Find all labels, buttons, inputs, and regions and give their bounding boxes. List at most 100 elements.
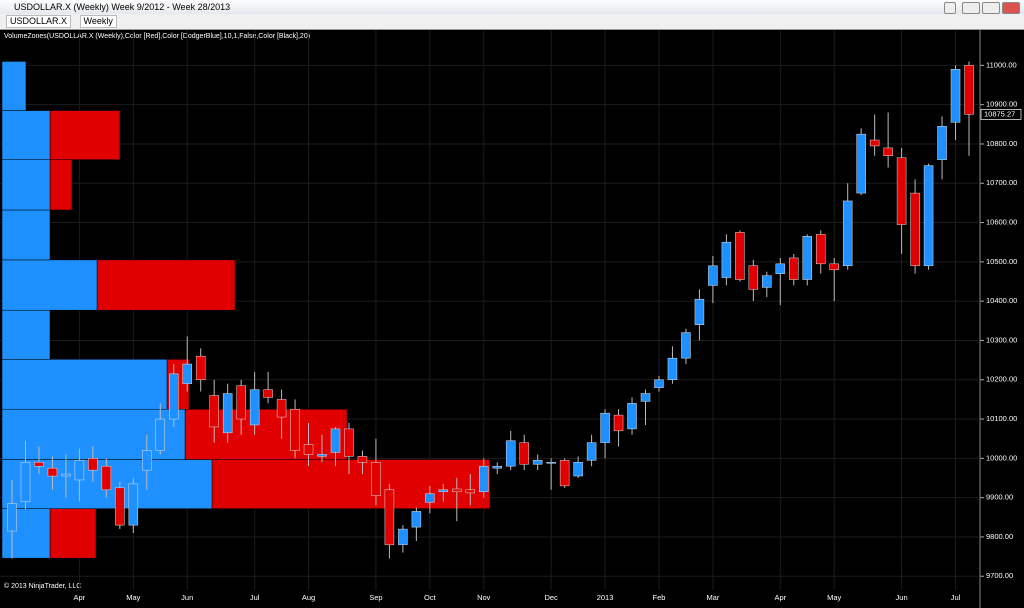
y-tick-label: 10400.00 [986,296,1017,305]
y-tick-label: 10300.00 [986,335,1017,344]
x-tick-label: Oct [424,593,437,602]
candle-body [479,465,489,493]
candle-body [425,493,435,503]
candle-body [923,165,934,267]
candle-body [815,234,826,265]
y-tick-label: 10500.00 [986,257,1017,266]
zone-down-volume [211,459,491,509]
x-tick-label: Jul [951,593,961,602]
candle-body [384,489,395,546]
y-tick-label: 10900.00 [986,100,1017,109]
zone-up-volume [1,359,168,410]
toolbar: USDOLLAR.X Weekly [0,14,1024,30]
last-price-box [980,109,1022,120]
maximize[interactable] [982,2,1000,14]
y-tick-label: 10800.00 [986,139,1017,148]
zone-up-volume [1,110,51,160]
candle-body [222,393,233,434]
candle-body [869,139,880,147]
zone-down-volume [49,110,121,160]
candle-body [883,147,893,157]
zone-down-volume [49,508,97,559]
candle-body [47,467,58,477]
zone-up-volume [1,408,186,460]
candle-body [452,488,462,493]
candle-body [842,200,853,267]
candle-body [829,263,839,270]
x-tick-label: Aug [302,593,315,602]
candle-body [411,511,422,528]
minimize[interactable] [962,2,980,14]
candle-body [34,462,44,467]
interval-select[interactable]: Weekly [79,15,117,28]
candle-body [276,399,287,418]
x-tick-label: Jun [181,593,193,602]
candle-body [573,462,583,477]
zone-up-volume [1,259,98,311]
chart: VolumeZones(USDOLLAR.X (Weekly),Color [R… [0,30,1024,608]
zone-up-volume [1,159,51,211]
candle-body [896,157,907,225]
candle-body [519,442,529,465]
candle-body [236,385,246,420]
y-tick-label: 9800.00 [986,532,1013,541]
candle-body [546,462,556,464]
candle-body [492,465,502,469]
candle-body [708,265,718,286]
candle-body [950,69,961,123]
candle-body [88,458,98,471]
indicator-label: VolumeZones(USDOLLAR.X (Weekly),Color [R… [4,33,310,40]
candle-body [789,257,799,280]
candle-body [438,489,449,493]
candle-body [142,450,152,471]
candle-body [128,483,139,526]
candle-body [735,232,745,280]
candle-body [856,133,866,194]
candle-body [721,241,732,278]
candle-body [964,65,974,115]
y-tick-label: 10200.00 [986,375,1017,384]
candle-body [74,460,85,481]
symbol-select[interactable]: USDOLLAR.X [6,15,72,28]
candle-body [600,412,610,443]
candle-body [762,275,772,288]
x-tick-label: May [126,593,140,602]
y-tick-label: 11000.00 [986,60,1017,69]
candle-body [559,460,570,487]
y-tick-label: 10000.00 [986,453,1017,462]
zone-up-volume [1,309,51,360]
candle-body [344,428,354,457]
close[interactable] [1002,2,1020,14]
candle-body [182,363,192,384]
zone-down-volume [49,159,73,211]
candle-body [640,393,651,402]
candle-body [61,473,71,477]
y-tick-label: 10600.00 [986,218,1017,227]
candle-body [7,503,17,532]
candle-body [330,428,341,453]
x-tick-label: Sep [369,593,382,602]
copyright: © 2013 NinjaTrader, LLC [4,582,81,590]
candle-body [613,414,624,432]
button[interactable] [944,2,956,14]
candle-body [398,528,408,546]
x-tick-label: May [827,593,841,602]
candle-body [303,444,314,455]
chart-background [0,30,1024,608]
candle-body [505,440,516,467]
candle-body [168,373,179,420]
candle-body [937,126,947,160]
candle-body [317,454,327,457]
candle-body [802,236,813,280]
last-price-label: 10875.27 [984,109,1015,118]
x-tick-label: 2013 [597,593,614,602]
x-tick-label: Apr [74,593,86,602]
x-tick-label: Apr [774,593,786,602]
candle-body [775,263,786,274]
candle-body [910,192,920,267]
x-tick-label: Nov [477,593,491,602]
candle-body [627,403,637,430]
candle-body [465,489,476,494]
zone-up-volume [1,209,51,261]
